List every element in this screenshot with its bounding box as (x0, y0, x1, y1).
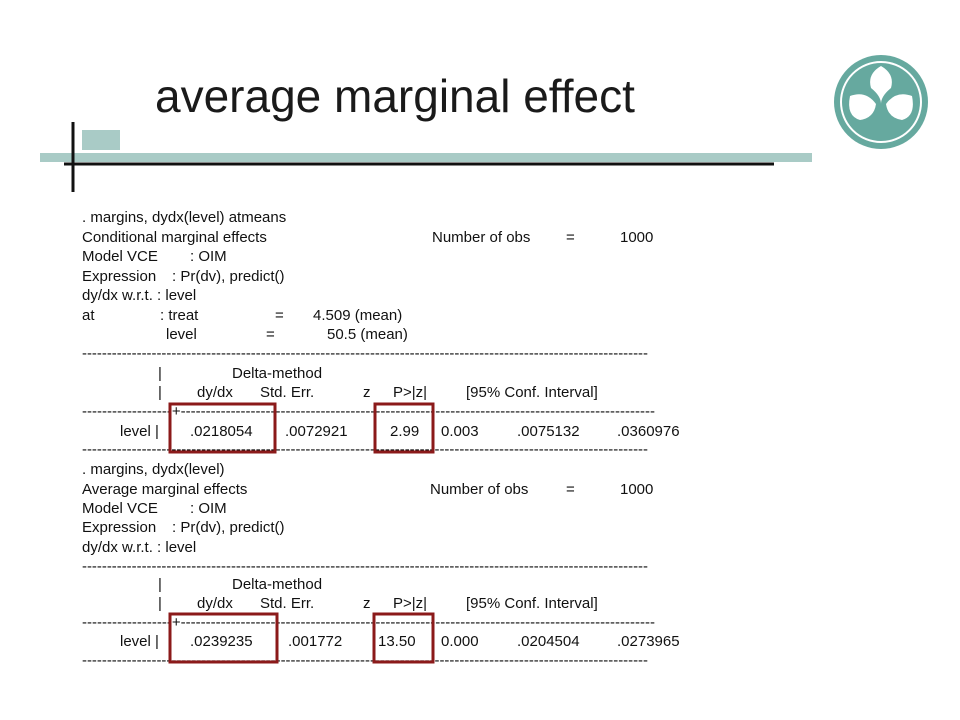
logo-leaf (849, 94, 876, 120)
output-text: [95% Conf. Interval] (466, 384, 598, 401)
output-text: Delta-method (232, 576, 322, 593)
output-text: Number of obs (430, 481, 528, 498)
output-text: .0273965 (617, 633, 680, 650)
logo (834, 55, 928, 149)
highlight-boxes (168, 402, 435, 664)
highlight-box (168, 402, 277, 454)
output-text: .0239235 (190, 633, 253, 650)
output-text: ----------------------------------------… (82, 441, 648, 458)
output-text: .0204504 (517, 633, 580, 650)
output-text: : Pr(dv), predict() (172, 268, 285, 285)
output-text: .0075132 (517, 423, 580, 440)
output-text: . margins, dydx(level) (82, 461, 225, 478)
output-text: Delta-method (232, 365, 322, 382)
output-text: Expression (82, 268, 156, 285)
output-text: ------------------+---------------------… (82, 614, 655, 631)
output-text: level | (120, 423, 159, 440)
highlight-box (372, 612, 435, 664)
output-text: 13.50 (378, 633, 416, 650)
highlight-box (373, 402, 435, 454)
output-text: dy/dx w.r.t. : level (82, 287, 196, 304)
output-text: : treat (160, 307, 199, 324)
output-text: Std. Err. (260, 384, 314, 401)
highlight-box (168, 612, 279, 664)
logo-leaf (870, 66, 892, 104)
output-text: level (166, 326, 197, 343)
output-text: | (158, 365, 162, 382)
output-text: dy/dx (197, 595, 233, 612)
output-text: ----------------------------------------… (82, 652, 648, 669)
output-text: 50.5 (mean) (327, 326, 408, 343)
output-text: P>|z| (393, 595, 427, 612)
output-text: z (363, 595, 371, 612)
logo-leaf (886, 94, 913, 120)
output-text: dy/dx (197, 384, 233, 401)
output-text: : OIM (190, 500, 227, 517)
output-text: [95% Conf. Interval] (466, 595, 598, 612)
output-text: ----------------------------------------… (82, 345, 648, 362)
decoration (40, 122, 812, 192)
output-text: ------------------+---------------------… (82, 403, 655, 420)
output-text: z (363, 384, 371, 401)
output-text: 1000 (620, 481, 653, 498)
stata-output: . margins, dydx(level) atmeans Conditiona… (82, 209, 680, 669)
output-text: 4.509 (mean) (313, 307, 402, 324)
output-text: Number of obs (432, 229, 530, 246)
slide-title: average marginal effect (155, 70, 635, 122)
output-text: .0072921 (285, 423, 348, 440)
output-text: level | (120, 633, 159, 650)
output-text: | (158, 595, 162, 612)
output-text: = (266, 326, 275, 343)
output-text: 0.003 (441, 423, 479, 440)
output-text: 1000 (620, 229, 653, 246)
output-text: = (566, 481, 575, 498)
output-text: = (566, 229, 575, 246)
output-text: Conditional marginal effects (82, 229, 267, 246)
output-text: = (275, 307, 284, 324)
output-text: | (158, 384, 162, 401)
accent-square (82, 130, 120, 150)
logo-ring (840, 61, 922, 143)
output-text: .0360976 (617, 423, 680, 440)
output-text: dy/dx w.r.t. : level (82, 539, 196, 556)
output-text: : Pr(dv), predict() (172, 519, 285, 536)
output-text: Expression (82, 519, 156, 536)
output-text: | (158, 576, 162, 593)
output-text: ----------------------------------------… (82, 558, 648, 575)
output-text: : OIM (190, 248, 227, 265)
output-text: at (82, 307, 95, 324)
output-text: 0.000 (441, 633, 479, 650)
output-text: P>|z| (393, 384, 427, 401)
output-text: 2.99 (390, 423, 419, 440)
output-text: Average marginal effects (82, 481, 247, 498)
output-text: .0218054 (190, 423, 253, 440)
output-text: . margins, dydx(level) atmeans (82, 209, 286, 226)
output-text: Model VCE (82, 500, 158, 517)
accent-bar (40, 153, 812, 162)
output-text: .001772 (288, 633, 342, 650)
output-text: Std. Err. (260, 595, 314, 612)
output-text: Model VCE (82, 248, 158, 265)
